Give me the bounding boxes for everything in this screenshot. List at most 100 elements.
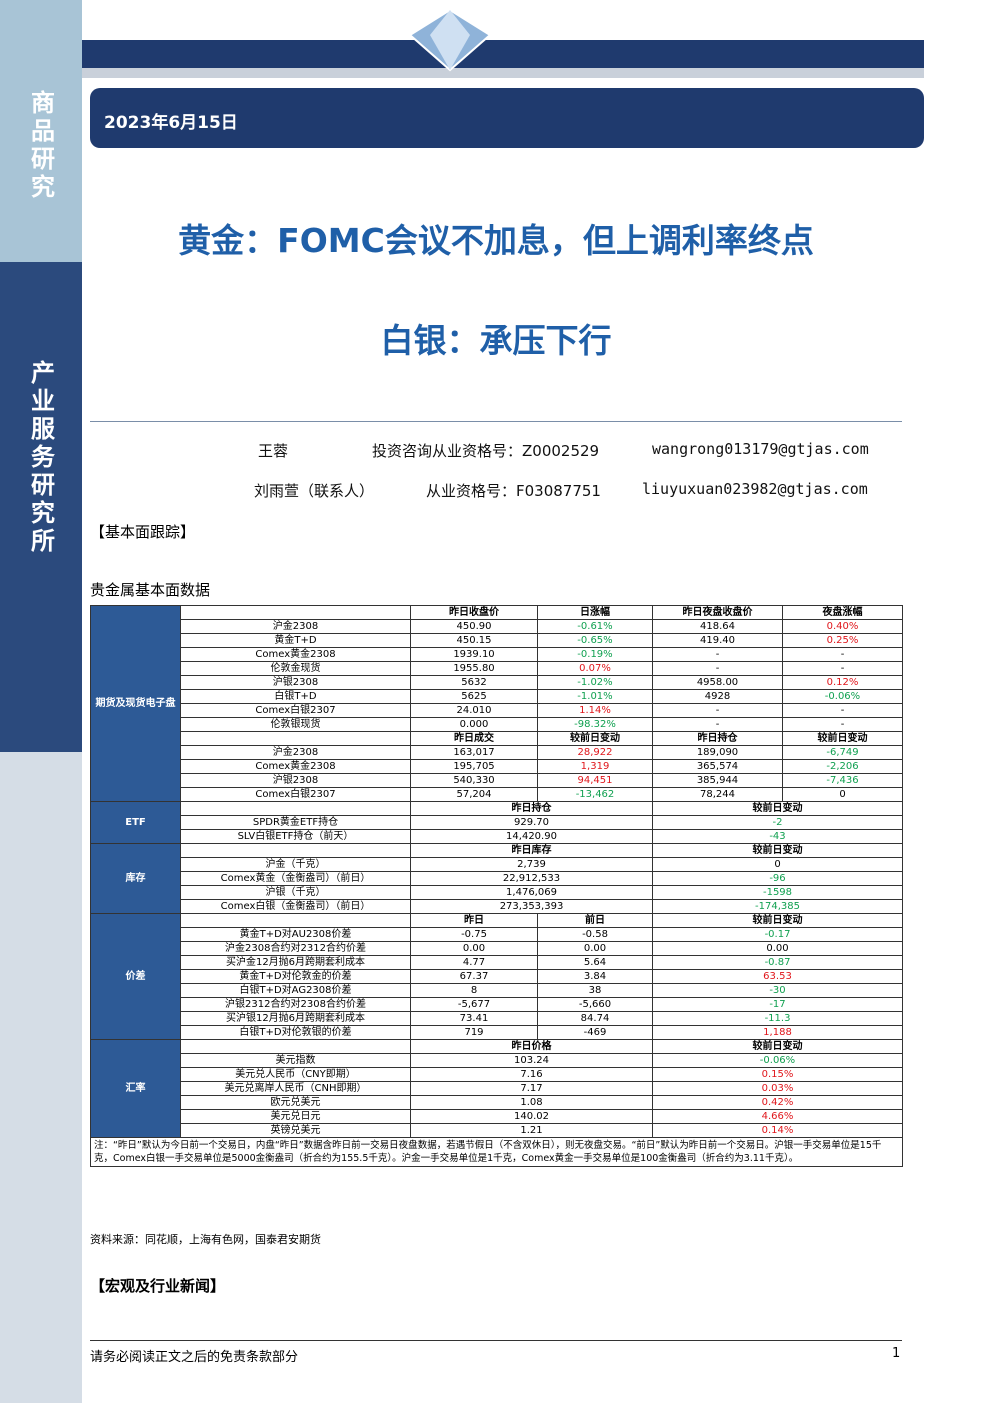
cell: 22,912,533	[410, 871, 653, 886]
cell: 5632	[410, 675, 538, 690]
cell: 0.00	[410, 941, 538, 956]
cell: -5,677	[410, 997, 538, 1012]
row-label: Comex白银2307	[180, 703, 411, 718]
cell: 1.21	[410, 1123, 653, 1138]
source: 资料来源：同花顺，上海有色网，国泰君安期货	[90, 1233, 321, 1246]
cell: -0.19%	[537, 647, 653, 662]
cell: 7.16	[410, 1067, 653, 1082]
cell: 385,944	[652, 773, 783, 788]
header-band-light	[82, 68, 924, 78]
row-label: 黄金T+D对AU2308价差	[180, 927, 411, 942]
table-row: SPDR黄金ETF持仓 929.70 -2	[91, 815, 903, 830]
empty-cell	[180, 1039, 411, 1054]
table-row: Comex黄金（金衡盎司）（前日） 22,912,533 -96	[91, 871, 903, 886]
cell: 5.64	[537, 955, 653, 970]
cell: 0.07%	[537, 661, 653, 676]
logo	[408, 8, 492, 72]
cell: -	[652, 717, 783, 732]
cell: 73.41	[410, 1011, 538, 1026]
sidebar-low-bg	[0, 752, 82, 1403]
table-row: 英镑兑美元 1.21 0.14%	[91, 1123, 903, 1138]
author-cert: 投资咨询从业资格号：Z0002529	[372, 442, 600, 460]
cell: 103.24	[410, 1053, 653, 1068]
column-header: 昨日持仓	[410, 801, 653, 816]
row-label: 白银T+D	[180, 689, 411, 704]
row-label: 美元兑日元	[180, 1109, 411, 1124]
cell: 7.17	[410, 1081, 653, 1096]
sidebar-bottom: 产业服务研究所	[26, 360, 56, 556]
table-row: 美元兑人民币（CNY即期） 7.16 0.15%	[91, 1067, 903, 1082]
group-label: ETF	[90, 801, 181, 844]
cell: 0.000	[410, 717, 538, 732]
table-row: 买沪银12月抛6月跨期套利成本 73.41 84.74 -11.3	[91, 1011, 903, 1026]
author-name: 刘雨萱（联系人）	[254, 482, 375, 500]
cell: -	[782, 661, 903, 676]
cell: 0	[782, 787, 903, 802]
row-label: 沪金2308	[180, 745, 411, 760]
cell: -	[652, 661, 783, 676]
column-header: 昨日	[410, 913, 538, 928]
row-label: 沪银2312合约对2308合约价差	[180, 997, 411, 1012]
table-row: 沪金2308 163,017 28,922 189,090 -6,749	[91, 745, 903, 760]
empty-cell	[180, 843, 411, 858]
row-label: Comex黄金（金衡盎司）（前日）	[180, 871, 411, 886]
cell: 1,319	[537, 759, 653, 774]
cell: 38	[537, 983, 653, 998]
row-label: Comex白银2307	[180, 787, 411, 802]
cell: -174,385	[652, 899, 903, 914]
data-table: 期货及现货电子盘 昨日收盘价 日涨幅 昨日夜盘收盘价 夜盘涨幅 沪金2308 450.90-…	[90, 605, 903, 1167]
row-label: SPDR黄金ETF持仓	[180, 815, 411, 830]
group-label: 库存	[90, 843, 181, 914]
cell: 0	[652, 857, 903, 872]
title-line1: 黄金：FOMC会议不加息，但上调利率终点	[178, 221, 814, 260]
row-label: Comex黄金2308	[180, 647, 411, 662]
cell: -2	[652, 815, 903, 830]
table-row: Comex黄金2308 195,705 1,319 365,574 -2,206	[91, 759, 903, 774]
page-number: 1	[892, 1346, 901, 1361]
table-row: 黄金T+D 450.15 -0.65% 419.40 0.25%	[91, 633, 903, 648]
table-row: 美元兑离岸人民币（CNH即期） 7.17 0.03%	[91, 1081, 903, 1096]
cell: -96	[652, 871, 903, 886]
row-label: SLV白银ETF持仓（前天）	[180, 829, 411, 844]
row-label: 沪金2308合约对2312合约价差	[180, 941, 411, 956]
cell: -0.65%	[537, 633, 653, 648]
cell: 94,451	[537, 773, 653, 788]
column-header: 昨日夜盘收盘价	[652, 605, 783, 620]
column-header: 昨日持仓	[652, 731, 783, 746]
cell: 1.14%	[537, 703, 653, 718]
cell: 5625	[410, 689, 538, 704]
cell: 719	[410, 1025, 538, 1040]
date: 2023年6月15日	[104, 113, 238, 133]
header-band	[82, 40, 924, 68]
row-label: 沪银2308	[180, 675, 411, 690]
table-row: Comex白银2307 24.010 1.14% - -	[91, 703, 903, 718]
row-label: 美元兑离岸人民币（CNH即期）	[180, 1081, 411, 1096]
cell: 418.64	[652, 619, 783, 634]
row-label: 沪金（千克）	[180, 857, 411, 872]
title-line2: 白银：承压下行	[380, 321, 612, 360]
section-heading: 【宏观及行业新闻】	[90, 1277, 226, 1295]
cell: 189,090	[652, 745, 783, 760]
empty-cell	[180, 605, 411, 620]
table-row: 沪银（千克） 1,476,069 -1598	[91, 885, 903, 900]
cell: 1,188	[652, 1025, 903, 1040]
column-header: 昨日库存	[410, 843, 653, 858]
cell: -	[652, 647, 783, 662]
section-heading: 【基本面跟踪】	[90, 523, 196, 541]
cell: 57,204	[410, 787, 538, 802]
column-header: 日涨幅	[537, 605, 653, 620]
cell: -0.17	[652, 927, 903, 942]
row-label: 美元兑人民币（CNY即期）	[180, 1067, 411, 1082]
column-header: 较前日变动	[782, 731, 903, 746]
cell: -0.06%	[782, 689, 903, 704]
column-header: 较前日变动	[652, 913, 903, 928]
row-label: 沪银2308	[180, 773, 411, 788]
table-row: 库存 昨日库存 较前日变动	[90, 843, 903, 914]
cell: -5,660	[537, 997, 653, 1012]
cell: 163,017	[410, 745, 538, 760]
footer-line	[90, 1340, 902, 1341]
table-row: 伦敦金现货 1955.80 0.07% - -	[91, 661, 903, 676]
row-label: 买沪金12月抛6月跨期套利成本	[180, 955, 411, 970]
cell: 195,705	[410, 759, 538, 774]
table-row: 昨日成交 较前日变动 昨日持仓 较前日变动	[91, 731, 903, 746]
